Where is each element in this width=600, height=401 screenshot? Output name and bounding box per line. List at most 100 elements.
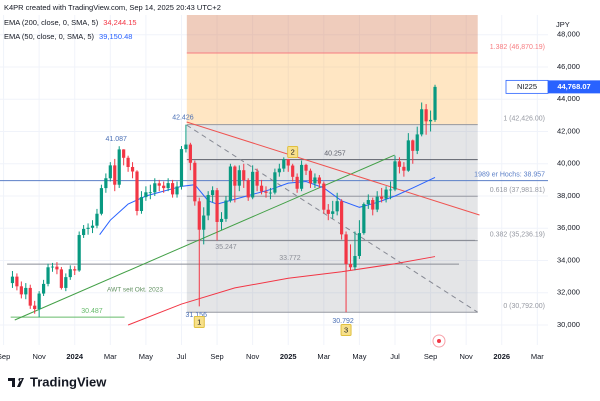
candle-body [362,204,366,234]
fib-zone [186,52,478,125]
candle-body [277,168,281,173]
candle-body [415,134,419,151]
y-tick-label: 42,000 [557,126,580,135]
x-tick-label: May [352,352,366,361]
candle-body [228,166,233,201]
candle-body [308,170,313,184]
candle-body [139,197,144,212]
candle-body [255,171,259,186]
candle-body [41,283,46,294]
candle-body [380,196,384,199]
price-tag [548,80,600,94]
candle-body [219,218,224,222]
x-tick-label: Jul [390,352,400,361]
candle-body [99,188,104,214]
point-label: 41.087 [105,136,127,143]
candle-body [162,185,166,189]
price-tag-label: 44,768.07 [557,82,590,91]
candle-body [397,161,402,167]
x-tick-label: Nov [459,352,473,361]
candle-body [211,190,215,196]
candle-body [299,164,304,189]
brand-icon [8,378,24,387]
candle-body [197,201,201,230]
candle-body [304,164,308,171]
x-tick-label: May [139,352,153,361]
candle-body [366,200,370,205]
x-tick-label: Sep [210,352,223,361]
x-tick-label: Nov [32,352,46,361]
candle-body [144,192,148,198]
candle-body [411,140,415,151]
candle-body [295,176,299,189]
candle-body [215,190,219,222]
fib-label: 1.382 (46,870.19) [490,44,545,51]
plot-area [0,15,548,326]
legend-value: 34,244.15 [103,18,136,27]
candle-body [428,119,433,122]
line-label: 30.487 [81,308,103,315]
trendline [14,154,395,321]
x-tick-label: 2025 [280,352,297,361]
fib-label: 0.382 (35,236.19) [490,231,545,238]
candle-body [15,276,19,287]
candle-body [348,264,353,268]
candle-body [153,183,157,193]
candle-body [188,144,192,163]
x-tick-label: 2026 [493,352,510,361]
x-tick-label: Mar [531,352,544,361]
candle-body [384,189,388,199]
candle-body [317,177,321,184]
candle-body [202,215,206,230]
candle-body [175,186,179,195]
line-label: 33.772 [279,255,301,262]
candle-body [402,166,406,171]
candle-body [340,201,344,235]
fib-zone [186,15,478,53]
candle-body [331,211,335,214]
candle-body [193,162,197,202]
ema-line [127,256,436,326]
currency: JPY [556,20,570,29]
candle-body [237,170,241,186]
candle-body [126,157,130,167]
x-tick-label: Mar [104,352,117,361]
legend-entry: EMA (50, close, 0, SMA, 5) [4,32,95,41]
candle-body [10,276,15,284]
candle-body [242,170,246,181]
marker-label: 3 [344,325,348,334]
candle-body [322,183,326,210]
candle-body [82,228,86,236]
line-label: 40.257 [324,150,346,157]
candle-body [77,235,81,271]
marker-box [340,324,352,336]
candle-body [344,234,348,265]
candle-body [184,144,188,150]
candle-body [148,192,152,194]
candle-body [19,286,23,295]
marker-label: 2 [291,147,295,156]
candle-body [406,140,410,171]
line-label: 35.247 [215,244,237,251]
candle-body [130,166,135,172]
candle-body [251,171,255,198]
candle-body [246,180,250,198]
candle-body [433,86,437,120]
candle-body [259,185,264,192]
candle-body [68,269,72,278]
fib-zone [186,240,478,313]
brand-name: TradingView [30,374,107,389]
candle-body [179,149,184,187]
point-label: 31.156 [186,312,208,319]
line-label: 1989 er Hochs: 38.957 [474,171,545,178]
candle-body [24,287,28,295]
x-tick-label: Sep [0,352,10,361]
y-tick-label: 32,000 [557,288,580,297]
candle-body [157,183,161,186]
candle-body [268,192,273,194]
axes: 30,000 32,000 34,000 36,000 38,000 40,000 42,0… [0,30,580,361]
point-label: 42.426 [172,114,194,121]
candle-body [55,266,59,270]
candle-body [375,196,379,210]
fib-label: 0 (30,792.00) [503,303,545,310]
